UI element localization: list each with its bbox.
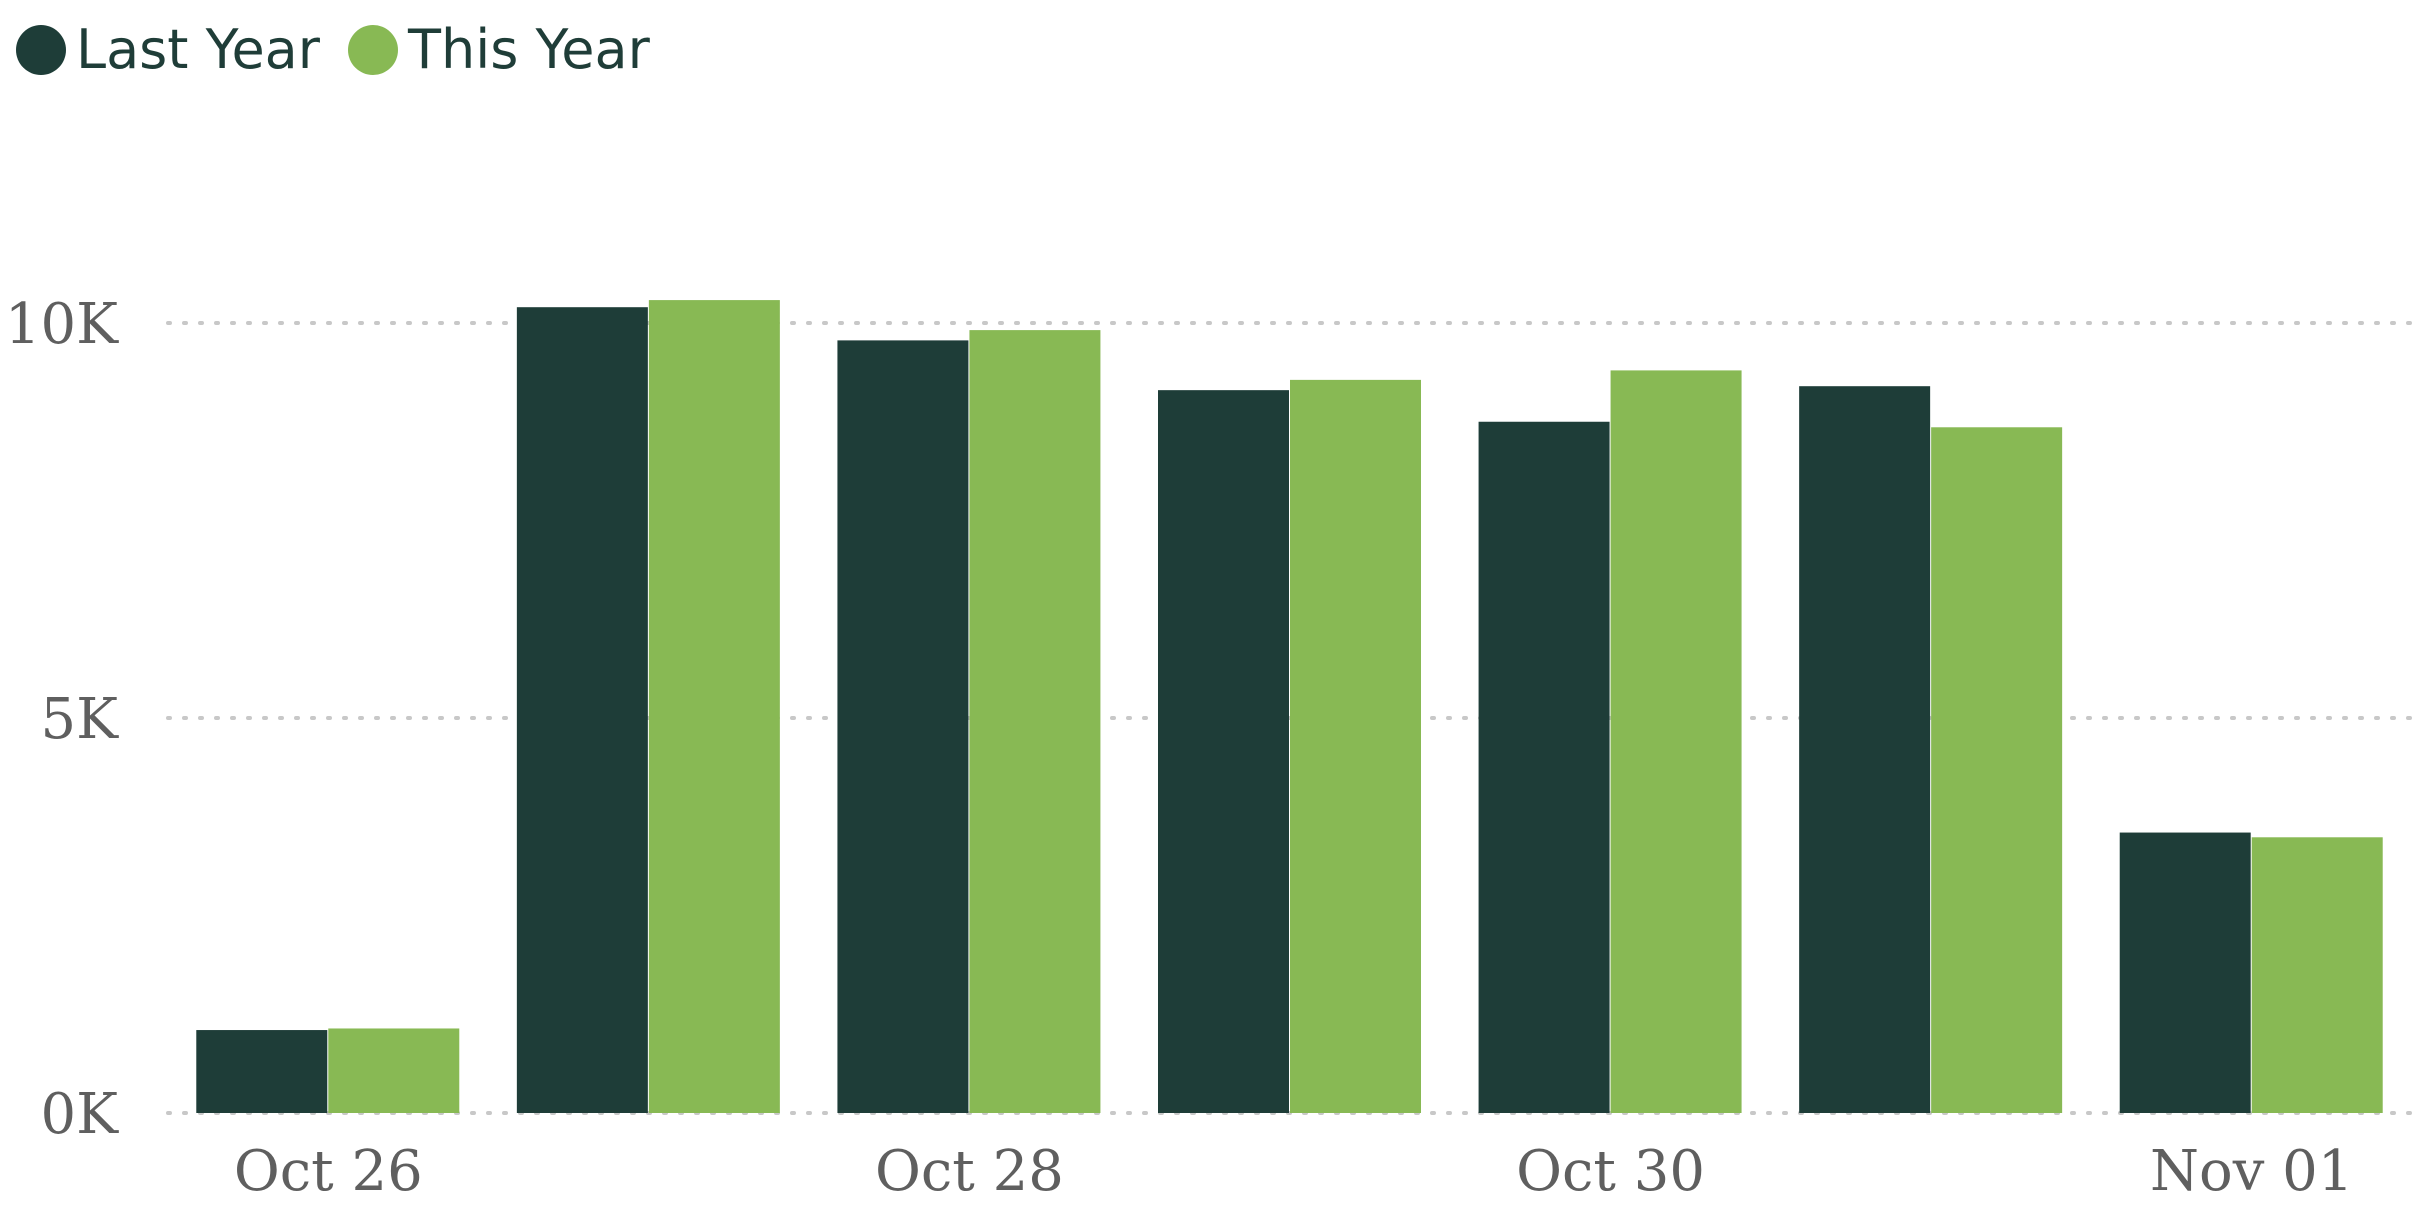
bar-last-year[interactable] — [2119, 832, 2251, 1113]
legend-swatch-this-year — [347, 24, 398, 75]
bar-this-year[interactable] — [1290, 379, 1421, 1113]
chart-legend: Last Year This Year — [16, 18, 678, 81]
legend-label-this-year: This Year — [407, 18, 650, 81]
bar-this-year[interactable] — [1931, 427, 2063, 1113]
bar-this-year[interactable] — [969, 330, 1101, 1113]
bar-this-year[interactable] — [2251, 837, 2383, 1113]
legend-item-last-year[interactable]: Last Year — [16, 18, 320, 81]
x-tick-label: Nov 01 — [2150, 1139, 2353, 1204]
bar-this-year[interactable] — [1610, 370, 1742, 1113]
y-tick-label: 5K — [41, 687, 120, 752]
bar-last-year[interactable] — [1478, 421, 1610, 1113]
bar-this-year[interactable] — [328, 1028, 460, 1113]
y-tick-label: 0K — [41, 1082, 120, 1147]
x-tick-label: Oct 28 — [875, 1139, 1064, 1204]
bar-last-year[interactable] — [837, 340, 969, 1113]
x-tick-label: Oct 26 — [234, 1139, 423, 1204]
legend-label-last-year: Last Year — [76, 18, 320, 81]
y-tick-label: 10K — [5, 292, 119, 357]
bar-last-year[interactable] — [196, 1030, 328, 1113]
x-tick-label: Oct 30 — [1516, 1139, 1705, 1204]
legend-swatch-last-year — [16, 24, 66, 75]
bar-last-year[interactable] — [1158, 390, 1289, 1113]
bar-last-year[interactable] — [516, 307, 648, 1113]
bar-this-year[interactable] — [648, 300, 780, 1114]
bar-last-year[interactable] — [1799, 386, 1931, 1113]
legend-item-this-year[interactable]: This Year — [347, 18, 650, 81]
